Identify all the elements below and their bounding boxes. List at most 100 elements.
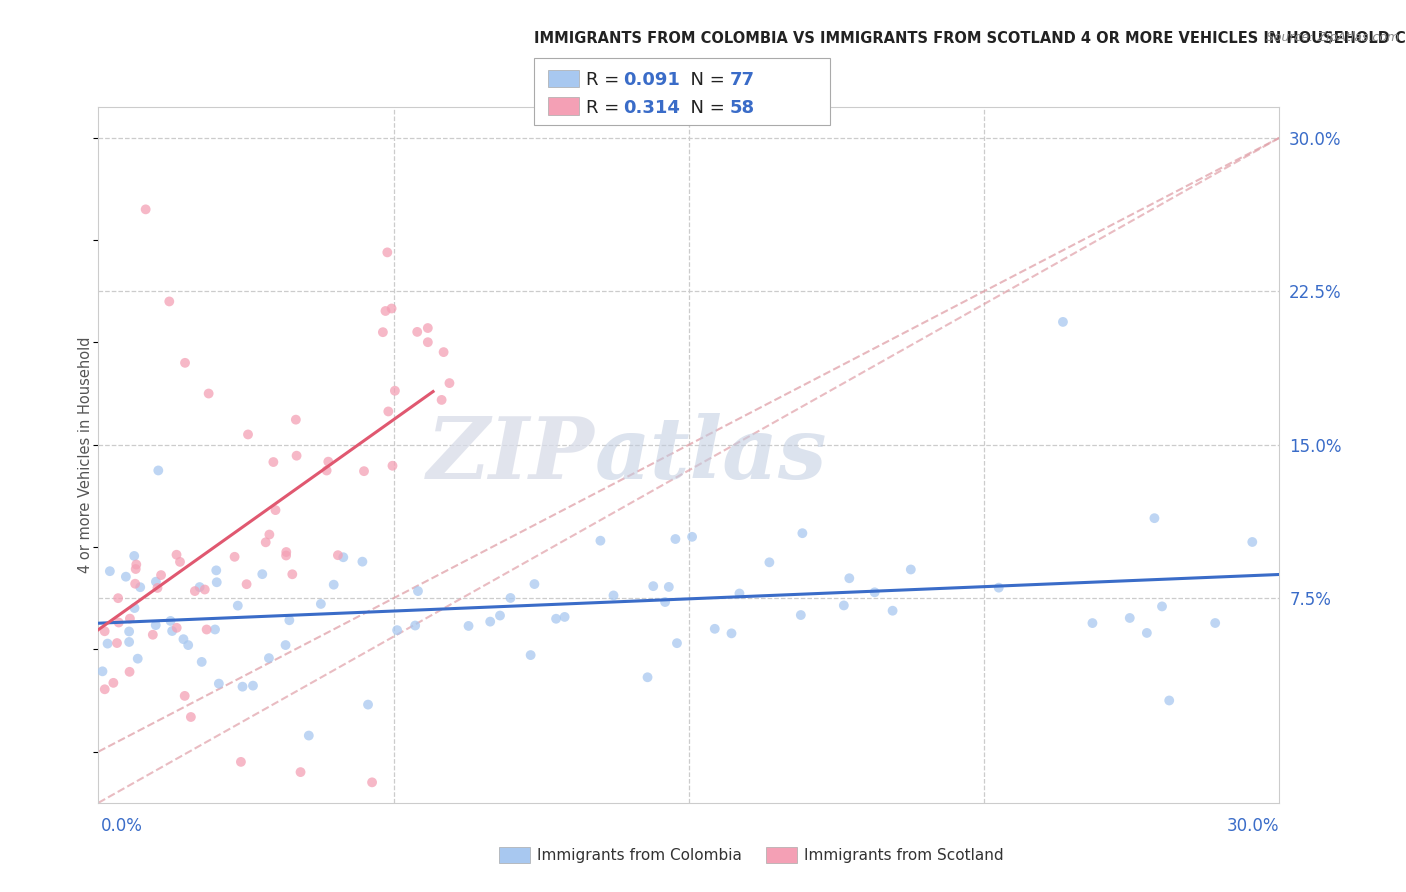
Point: [987, 581, 1010, 595]
Point: [98, 564, 121, 578]
Point: [1136, 626, 1159, 640]
Text: ZIP: ZIP: [426, 413, 595, 497]
Point: [124, 576, 146, 591]
Point: [135, 202, 157, 217]
Point: [118, 665, 141, 679]
Point: [439, 376, 461, 390]
Point: [1143, 511, 1166, 525]
Point: [361, 775, 384, 789]
Point: [643, 579, 665, 593]
Point: [259, 527, 281, 541]
Point: [172, 632, 194, 647]
Text: 77: 77: [730, 71, 755, 89]
Point: [97, 637, 120, 651]
Point: [589, 533, 612, 548]
Point: [728, 586, 751, 600]
Point: [278, 613, 301, 627]
Point: [264, 503, 287, 517]
Text: R =: R =: [586, 99, 626, 117]
Point: [224, 549, 246, 564]
Point: [602, 589, 624, 603]
Point: [105, 636, 128, 650]
Point: [326, 548, 349, 562]
Point: [146, 581, 169, 595]
Point: [309, 597, 332, 611]
Point: [316, 455, 339, 469]
Point: [236, 427, 259, 442]
Point: [127, 651, 149, 665]
Point: [790, 608, 813, 623]
Point: [863, 585, 886, 599]
Point: [91, 665, 114, 679]
Point: [184, 584, 207, 599]
Point: [122, 549, 145, 563]
Point: [832, 599, 855, 613]
Point: [159, 614, 181, 628]
Text: 30.0%: 30.0%: [1227, 817, 1279, 835]
Point: [177, 638, 200, 652]
Point: [129, 580, 152, 594]
Point: [489, 608, 512, 623]
Point: [257, 651, 280, 665]
Point: [654, 595, 676, 609]
Point: [523, 577, 546, 591]
Point: [1241, 535, 1264, 549]
Point: [281, 567, 304, 582]
Point: [665, 636, 688, 650]
Point: [174, 356, 197, 370]
Point: [758, 555, 780, 569]
Point: [160, 624, 183, 638]
Text: 0.091: 0.091: [623, 71, 679, 89]
Point: [274, 549, 297, 563]
Point: [457, 619, 479, 633]
Point: [882, 604, 904, 618]
Point: [838, 571, 860, 585]
Text: atlas: atlas: [595, 413, 827, 497]
Point: [284, 412, 307, 426]
Point: [371, 325, 394, 339]
Point: [204, 623, 226, 637]
Point: [252, 567, 274, 582]
Point: [229, 755, 252, 769]
Point: [1081, 616, 1104, 631]
Point: [352, 555, 374, 569]
Point: [274, 638, 297, 652]
Point: [377, 404, 399, 418]
Point: [195, 623, 218, 637]
Point: [166, 621, 188, 635]
Point: [1159, 693, 1181, 707]
Point: [194, 582, 217, 597]
Point: [231, 680, 253, 694]
Text: Immigrants from Colombia: Immigrants from Colombia: [537, 848, 742, 863]
Point: [322, 577, 344, 591]
Point: [385, 623, 408, 637]
Point: [150, 568, 173, 582]
Point: [637, 670, 659, 684]
Point: [173, 689, 195, 703]
Point: [792, 526, 814, 541]
Point: [145, 618, 167, 632]
Point: [157, 294, 180, 309]
Point: [197, 386, 219, 401]
Point: [190, 655, 212, 669]
Point: [315, 463, 337, 477]
Point: [93, 624, 115, 639]
Point: [375, 245, 398, 260]
Point: [208, 676, 231, 690]
Point: [124, 601, 146, 615]
Point: [118, 624, 141, 639]
Point: [479, 615, 502, 629]
Point: [519, 648, 541, 662]
Point: [148, 463, 170, 477]
Text: IMMIGRANTS FROM COLOMBIA VS IMMIGRANTS FROM SCOTLAND 4 OR MORE VEHICLES IN HOUSE: IMMIGRANTS FROM COLOMBIA VS IMMIGRANTS F…: [534, 31, 1406, 46]
Point: [374, 304, 396, 318]
Point: [353, 464, 375, 478]
Point: [433, 345, 456, 359]
Text: 0.0%: 0.0%: [101, 817, 143, 835]
Point: [499, 591, 522, 605]
Point: [290, 765, 312, 780]
Text: R =: R =: [586, 71, 626, 89]
Point: [235, 577, 257, 591]
Point: [125, 562, 148, 576]
Point: [107, 615, 129, 630]
